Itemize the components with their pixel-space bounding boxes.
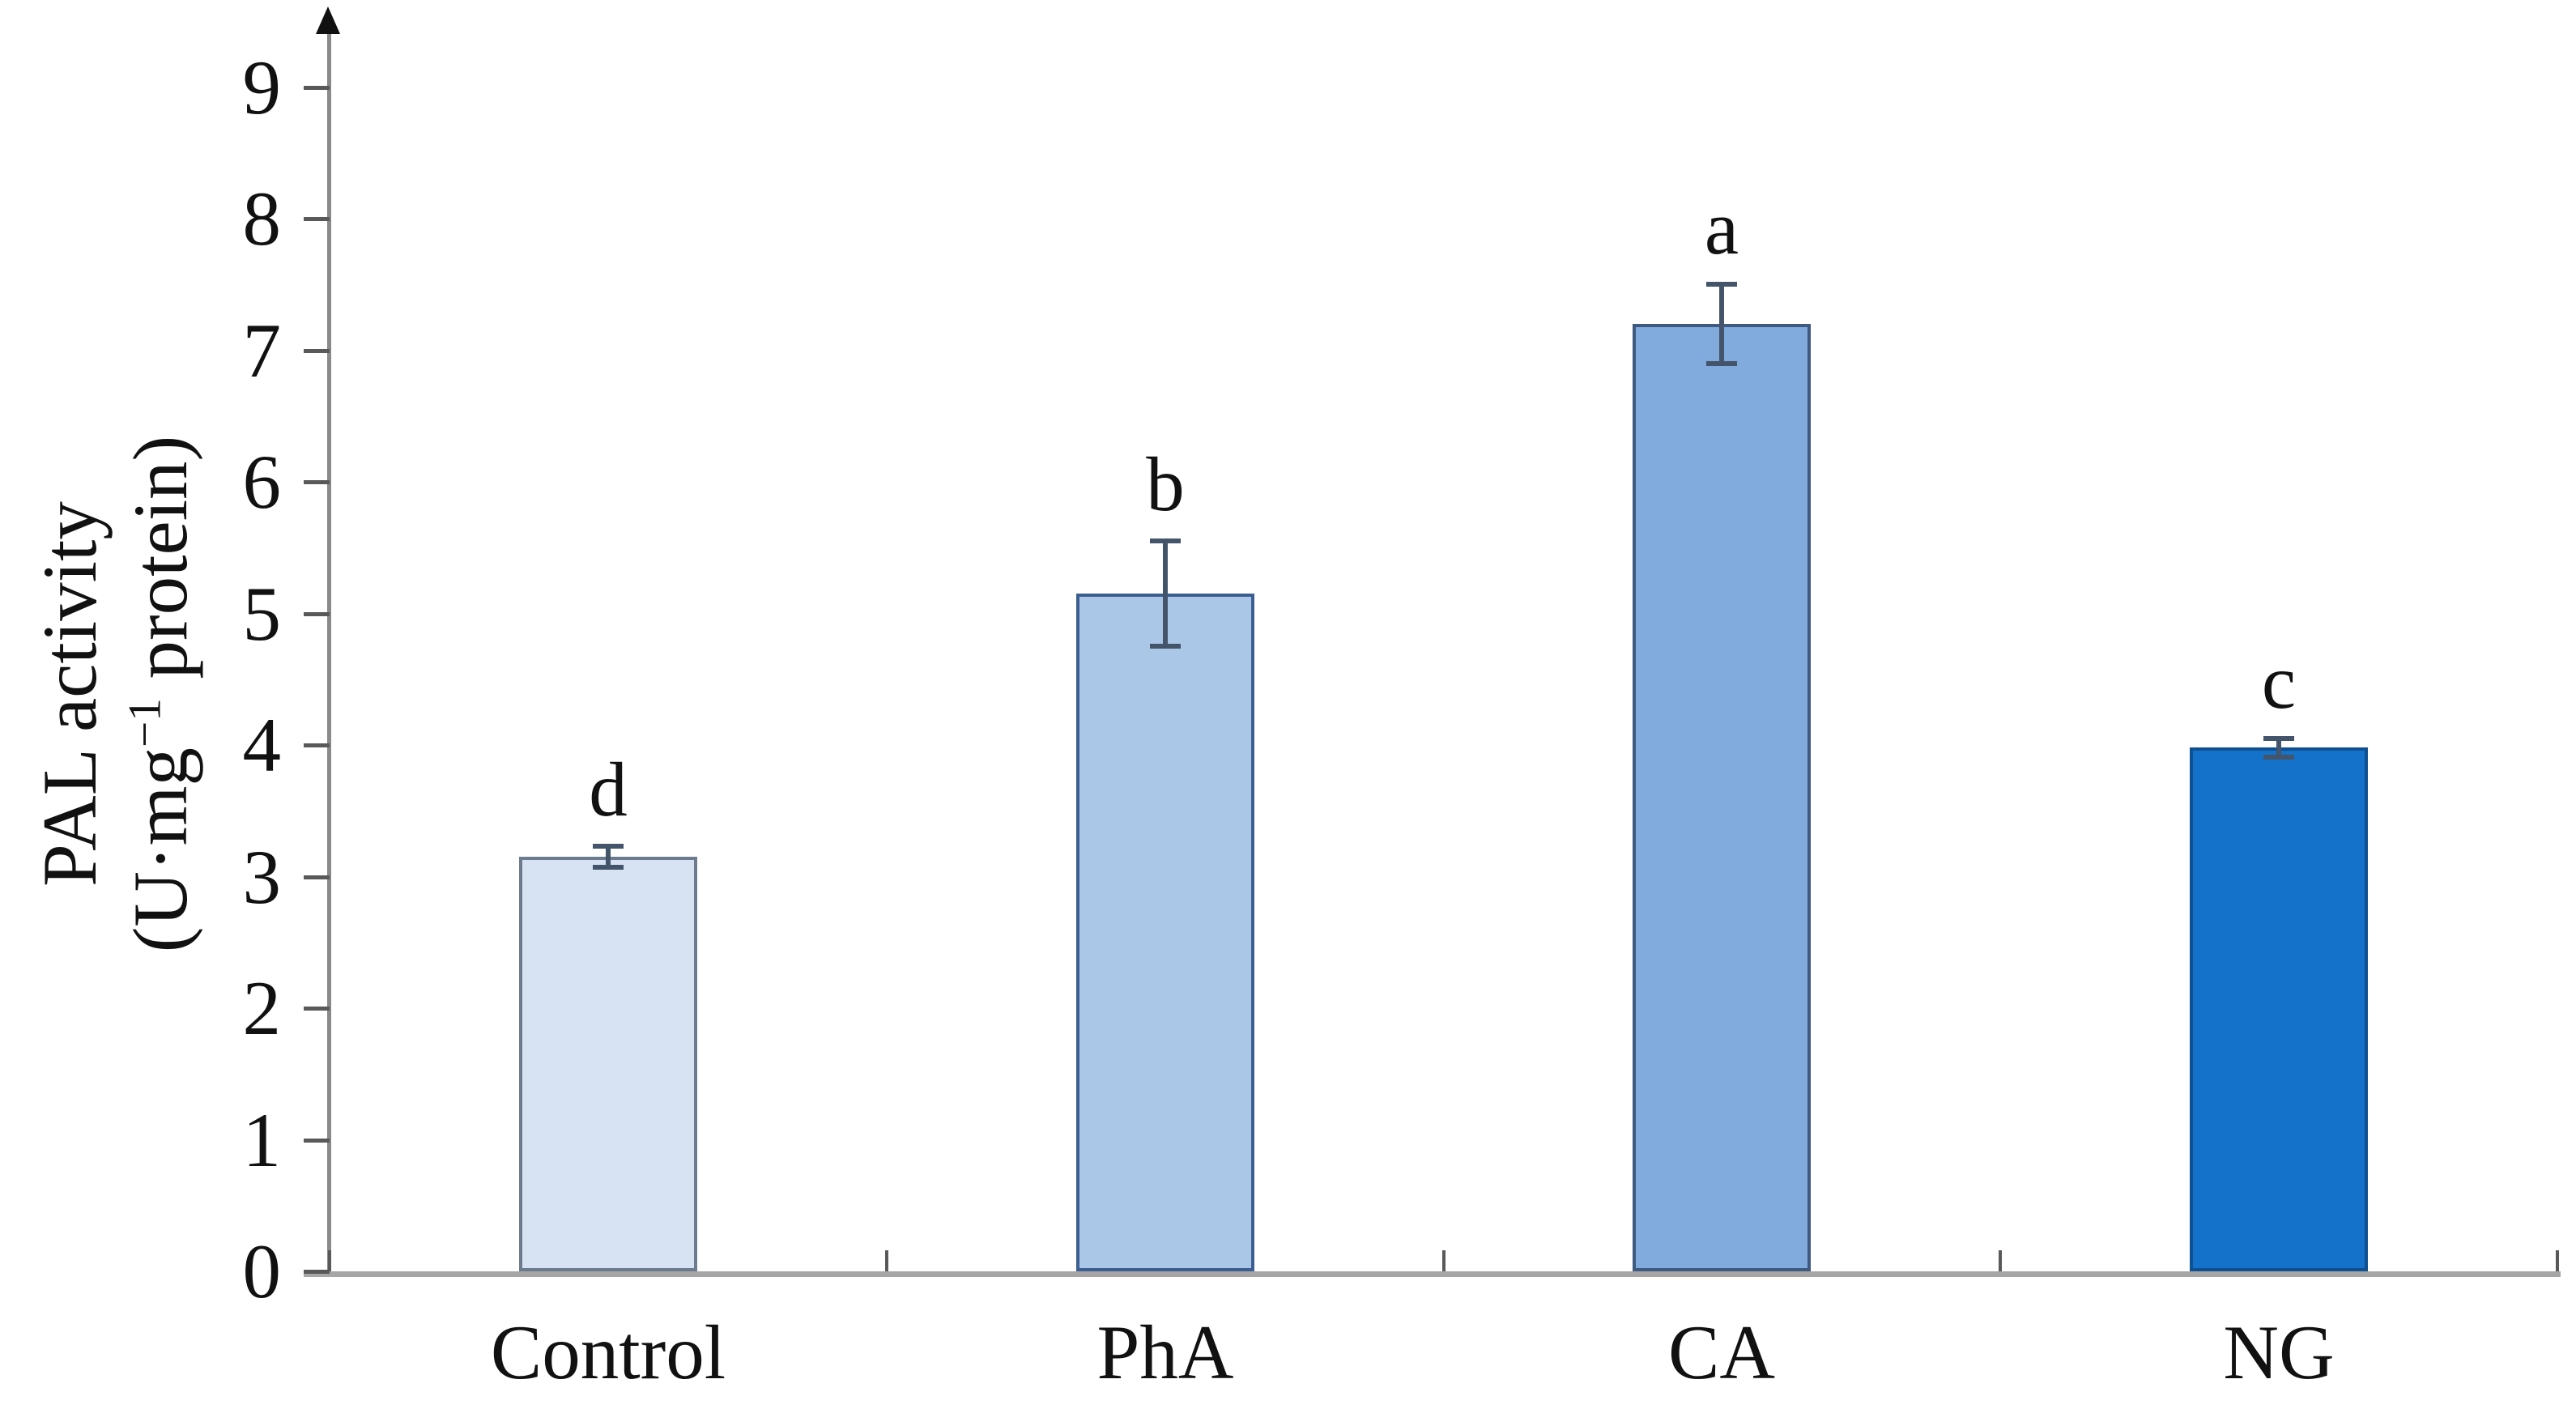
x-tick [1442, 1250, 1446, 1271]
y-tick-label: 2 [242, 965, 282, 1051]
y-tick-label: 0 [242, 1228, 282, 1314]
y-tick [304, 1007, 330, 1011]
y-tick-label: 7 [242, 308, 282, 394]
y-tick [304, 875, 330, 879]
bar-pha [1076, 594, 1254, 1271]
sig-letter-a: a [1704, 185, 1739, 270]
y-tick-label: 4 [242, 702, 282, 788]
error-cap-bottom-pha [1150, 644, 1181, 649]
y-tick [304, 480, 330, 484]
error-cap-bottom-control [593, 865, 624, 870]
bar-ca [1633, 324, 1811, 1271]
error-bar-ng [2276, 739, 2281, 757]
error-cap-top-control [593, 844, 624, 849]
sig-letter-c: c [2261, 639, 2297, 725]
error-bar-ca [1719, 284, 1724, 364]
x-tick-label-ng: NG [2223, 1309, 2335, 1395]
x-axis-line [304, 1271, 2561, 1277]
error-cap-top-ca [1706, 282, 1737, 287]
y-tick [304, 743, 330, 747]
y-tick-label: 6 [242, 439, 282, 525]
y-tick-label: 9 [242, 45, 282, 130]
bar-ng [2190, 747, 2368, 1271]
y-tick [304, 1139, 330, 1143]
y-tick [304, 612, 330, 616]
error-cap-top-pha [1150, 538, 1181, 543]
y-tick [304, 349, 330, 353]
x-tick [1999, 1250, 2002, 1271]
y-tick [304, 86, 330, 90]
y-tick-label: 5 [242, 571, 282, 657]
y-axis-line [327, 32, 331, 1275]
x-tick [328, 1250, 331, 1271]
y-axis-arrow-icon [316, 6, 340, 34]
error-cap-top-ng [2263, 736, 2294, 741]
y-tick-label: 1 [242, 1097, 282, 1183]
x-tick-label-control: Control [490, 1309, 726, 1395]
y-tick-label: 8 [242, 176, 282, 262]
x-tick-label-ca: CA [1668, 1309, 1775, 1395]
error-bar-control [606, 846, 611, 867]
y-tick [304, 217, 330, 221]
error-cap-bottom-ca [1706, 361, 1737, 366]
sig-letter-d: d [589, 747, 628, 832]
error-cap-bottom-ng [2263, 755, 2294, 760]
x-tick-label-pha: PhA [1096, 1309, 1234, 1395]
y-tick [304, 1270, 330, 1274]
error-bar-pha [1163, 541, 1168, 646]
x-tick [2556, 1250, 2559, 1271]
y-tick-label: 3 [242, 834, 282, 920]
bar-control [519, 857, 697, 1271]
x-tick [885, 1250, 888, 1271]
sig-letter-b: b [1146, 441, 1185, 527]
